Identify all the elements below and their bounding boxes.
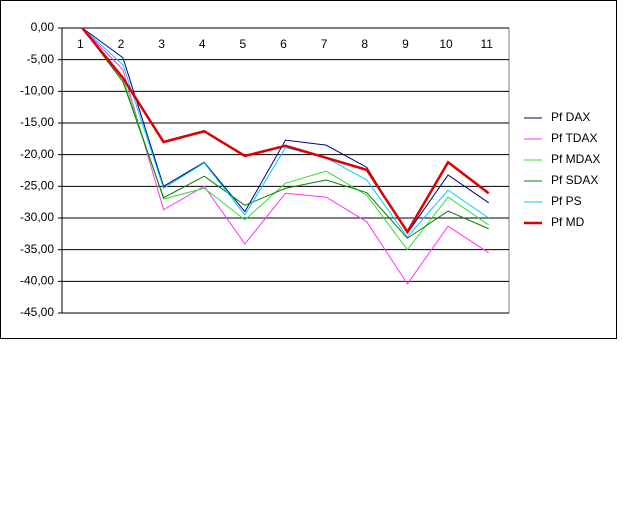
legend-label: Pf MDAX <box>551 152 600 166</box>
y-tick-label: -15,00 <box>20 115 54 129</box>
x-tick-label: 5 <box>240 37 247 51</box>
x-tick-label: 1 <box>77 37 84 51</box>
y-tick-label: -5,00 <box>27 52 55 66</box>
y-tick-label: -45,00 <box>20 305 54 319</box>
y-tick-label: -35,00 <box>20 242 54 256</box>
x-tick-label: 9 <box>402 37 409 51</box>
x-tick-label: 4 <box>199 37 206 51</box>
series-line <box>81 27 489 239</box>
series-line <box>81 27 490 235</box>
legend-label: Pf DAX <box>551 110 590 124</box>
legend-label: Pf MD <box>551 215 585 229</box>
y-tick-label: -40,00 <box>20 274 54 288</box>
x-tick-label: 3 <box>158 37 165 51</box>
legend-label: Pf TDAX <box>551 131 597 145</box>
y-tick-label: -10,00 <box>20 84 54 98</box>
legend-label: Pf SDAX <box>551 173 598 187</box>
x-tick-label: 10 <box>439 37 453 51</box>
legend-label: Pf PS <box>551 194 582 208</box>
y-tick-label: -25,00 <box>20 179 54 193</box>
series-line <box>82 27 489 235</box>
x-tick-label: 8 <box>361 37 368 51</box>
y-tick-label: 0,00 <box>31 20 55 34</box>
x-tick-label: 11 <box>480 37 493 51</box>
series-line <box>81 27 489 285</box>
x-tick-label: 7 <box>321 37 328 51</box>
plot-area <box>61 27 510 314</box>
series-line <box>81 27 489 238</box>
x-tick-label: 2 <box>118 37 125 51</box>
y-tick-label: -30,00 <box>20 210 54 224</box>
y-tick-label: -20,00 <box>20 147 54 161</box>
x-tick-label: 6 <box>280 37 287 51</box>
